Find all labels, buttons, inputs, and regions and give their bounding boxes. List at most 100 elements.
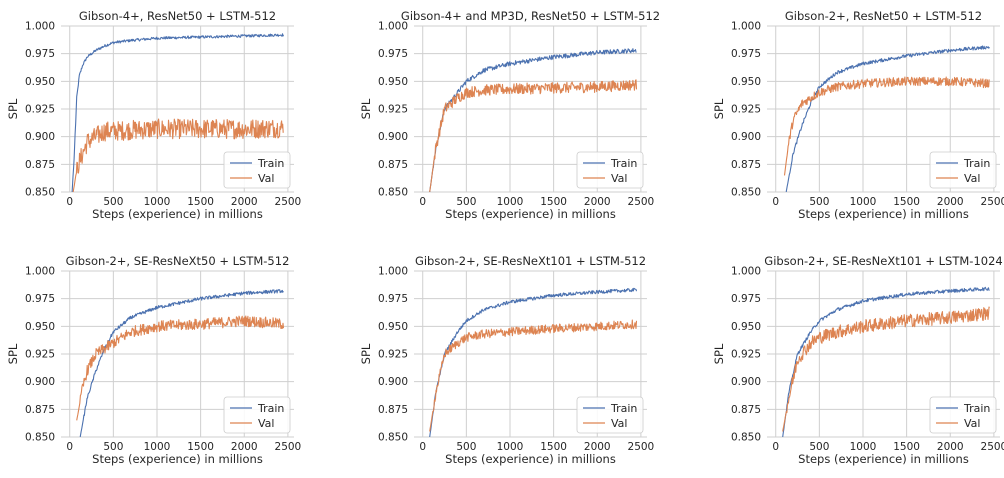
legend-label-train: Train xyxy=(610,157,637,170)
y-tick-label: 0.900 xyxy=(731,376,761,388)
x-tick-label: 0 xyxy=(66,441,73,453)
y-tick-label: 0.975 xyxy=(731,48,761,60)
y-tick-label: 0.850 xyxy=(25,432,55,444)
y-tick-label: 0.925 xyxy=(731,349,761,361)
series-line-train xyxy=(785,45,990,192)
x-tick-label: 0 xyxy=(772,441,779,453)
x-tick-label: 1000 xyxy=(497,441,524,453)
y-tick-label: 0.875 xyxy=(25,159,55,171)
series-line-train xyxy=(71,33,285,192)
legend-label-val: Val xyxy=(611,172,627,185)
y-tick-label: 0.975 xyxy=(378,48,408,60)
x-axis-label: Steps (experience) in millions xyxy=(92,452,263,466)
y-tick-label: 1.000 xyxy=(731,21,761,33)
legend-label-val: Val xyxy=(964,417,980,430)
y-tick-label: 0.900 xyxy=(378,131,408,143)
y-tick-label: 0.950 xyxy=(378,321,408,333)
y-tick-label: 0.925 xyxy=(731,104,761,116)
legend-label-train: Train xyxy=(610,402,637,415)
x-axis-label: Steps (experience) in millions xyxy=(92,207,263,221)
x-axis-label: Steps (experience) in millions xyxy=(445,452,616,466)
y-axis-label: SPL xyxy=(712,343,726,364)
y-tick-label: 0.950 xyxy=(731,321,761,333)
chart-title: Gibson-2+, ResNet50 + LSTM-512 xyxy=(785,9,982,23)
chart-panel-6: 0.850 0.875 0.900 0.925 0.950 0.975 1.000 0 500 1… xyxy=(712,254,1004,466)
x-tick-label: 2500 xyxy=(981,196,1004,208)
y-tick-label: 0.950 xyxy=(378,76,408,88)
x-tick-label: 2000 xyxy=(231,196,258,208)
y-tick-label: 0.925 xyxy=(378,104,408,116)
y-tick-label: 1.000 xyxy=(378,21,408,33)
y-tick-label: 0.975 xyxy=(25,293,55,305)
x-tick-label: 500 xyxy=(809,441,829,453)
x-tick-label: 2000 xyxy=(584,196,611,208)
x-tick-label: 2500 xyxy=(275,196,302,208)
legend-box xyxy=(929,151,997,189)
x-tick-label: 1000 xyxy=(144,196,171,208)
y-tick-label: 0.900 xyxy=(731,131,761,143)
y-tick-label: 1.000 xyxy=(25,266,55,278)
y-tick-label: 0.900 xyxy=(378,376,408,388)
x-tick-label: 1000 xyxy=(850,196,877,208)
x-tick-label: 2000 xyxy=(937,441,964,453)
series-line-train xyxy=(429,48,637,192)
x-tick-label: 1500 xyxy=(893,441,920,453)
chart-title: Gibson-4+, ResNet50 + LSTM-512 xyxy=(79,9,276,23)
x-tick-label: 500 xyxy=(456,441,476,453)
series-line-val xyxy=(72,118,284,192)
chart-title: Gibson-2+, SE-ResNeXt101 + LSTM-1024 xyxy=(764,254,1002,268)
y-tick-label: 1.000 xyxy=(25,21,55,33)
x-tick-label: 2000 xyxy=(584,441,611,453)
y-tick-label: 0.900 xyxy=(25,131,55,143)
series-line-val xyxy=(76,315,285,421)
x-tick-label: 500 xyxy=(103,441,123,453)
series-line-val xyxy=(782,306,990,432)
x-tick-label: 1500 xyxy=(540,196,567,208)
y-tick-label: 0.975 xyxy=(731,293,761,305)
x-tick-label: 0 xyxy=(772,196,779,208)
y-tick-label: 0.950 xyxy=(25,76,55,88)
y-tick-label: 0.875 xyxy=(731,159,761,171)
x-tick-label: 1500 xyxy=(187,441,214,453)
legend-label-val: Val xyxy=(964,172,980,185)
y-tick-label: 0.925 xyxy=(25,104,55,116)
y-tick-label: 0.850 xyxy=(378,187,408,199)
x-axis-label: Steps (experience) in millions xyxy=(798,452,969,466)
x-axis-label: Steps (experience) in millions xyxy=(445,207,616,221)
chart-title: Gibson-4+ and MP3D, ResNet50 + LSTM-512 xyxy=(401,9,660,23)
x-tick-label: 2500 xyxy=(628,196,655,208)
x-tick-label: 2000 xyxy=(231,441,258,453)
x-tick-label: 500 xyxy=(103,196,123,208)
series-line-val xyxy=(429,319,638,432)
x-axis-label: Steps (experience) in millions xyxy=(798,207,969,221)
y-axis-label: SPL xyxy=(6,343,20,364)
x-tick-label: 2500 xyxy=(981,441,1004,453)
legend-box xyxy=(576,396,644,434)
legend-label-train: Train xyxy=(257,157,284,170)
x-tick-label: 0 xyxy=(419,196,426,208)
y-axis-label: SPL xyxy=(6,98,20,119)
y-tick-label: 0.925 xyxy=(25,349,55,361)
x-tick-label: 500 xyxy=(809,196,829,208)
legend-box xyxy=(223,396,291,434)
y-axis-label: SPL xyxy=(359,343,373,364)
y-tick-label: 0.950 xyxy=(25,321,55,333)
y-tick-label: 1.000 xyxy=(378,266,408,278)
x-tick-label: 1500 xyxy=(893,196,920,208)
y-tick-label: 0.900 xyxy=(25,376,55,388)
y-axis-label: SPL xyxy=(359,98,373,119)
series-line-train xyxy=(429,287,638,437)
chart-panel-3: 0.850 0.875 0.900 0.925 0.950 0.975 1.000 0 500 1… xyxy=(712,9,1004,221)
x-tick-label: 1000 xyxy=(497,196,524,208)
series-line-train xyxy=(79,289,284,437)
x-tick-label: 0 xyxy=(66,196,73,208)
legend-label-train: Train xyxy=(963,402,990,415)
x-tick-label: 2000 xyxy=(937,196,964,208)
legend-box xyxy=(576,151,644,189)
y-tick-label: 0.850 xyxy=(731,187,761,199)
y-tick-label: 0.875 xyxy=(378,159,408,171)
series-line-val xyxy=(783,76,990,176)
chart-panel-4: 0.850 0.875 0.900 0.925 0.950 0.975 1.000 0 500 1… xyxy=(6,254,301,466)
